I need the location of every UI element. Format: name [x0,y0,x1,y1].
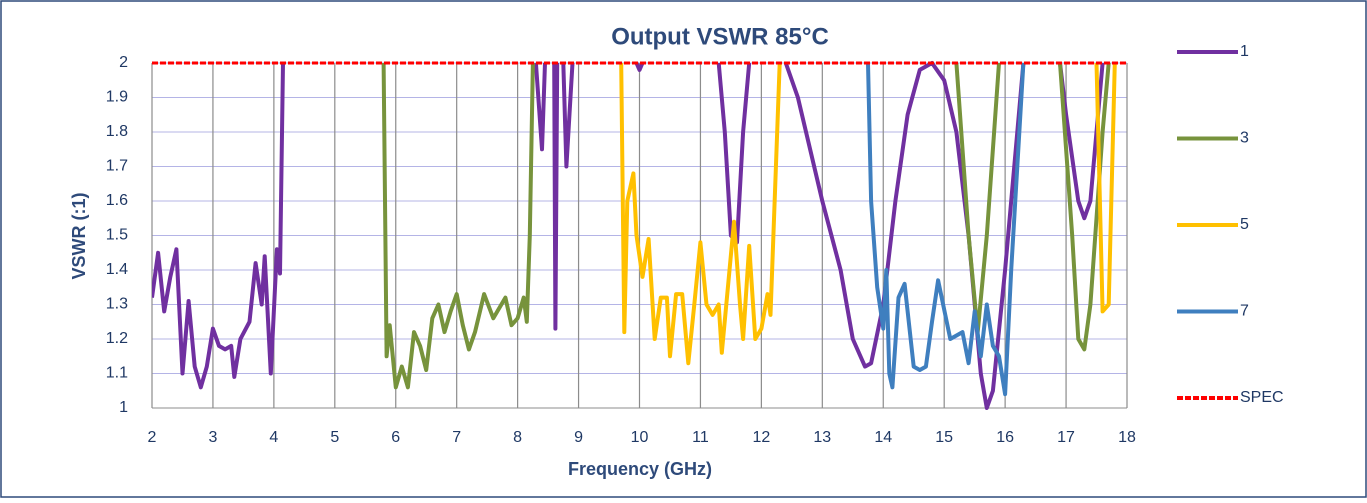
legend-label: 7 [1240,303,1249,320]
x-tick-label: 13 [813,429,831,446]
y-tick-label: 1.6 [106,192,128,209]
y-axis-label: VSWR (:1) [69,193,89,280]
legend-label: 5 [1240,216,1249,233]
x-tick-label: 15 [935,429,953,446]
x-tick-label: 5 [330,429,339,446]
series-line [866,62,1026,397]
x-tick-label: 11 [692,429,709,446]
y-tick-label: 1.2 [106,330,128,347]
x-tick-label: 2 [148,429,157,446]
x-tick-label: 7 [452,429,461,446]
x-tick-label: 4 [269,429,278,446]
y-tick-label: 1 [119,399,128,416]
x-tick-label: 8 [513,429,522,446]
x-tick-label: 9 [574,429,583,446]
series-line [619,62,1117,366]
x-tick-label: 17 [1057,429,1075,446]
x-tick-label: 18 [1118,429,1136,446]
y-tick-label: 1.5 [106,227,128,244]
x-tick-label: 6 [391,429,400,446]
y-tick-label: 1.7 [106,158,128,175]
chart-title: Output VSWR 85°C [611,23,829,50]
plot [152,61,1127,410]
y-tick-label: 1.1 [106,365,128,382]
x-axis-label: Frequency (GHz) [568,459,712,479]
y-tick-label: 1.8 [106,123,128,140]
legend-label: SPEC [1240,389,1284,406]
legend-label: 3 [1240,130,1249,147]
legend-label: 1 [1240,43,1249,60]
x-tick-label: 12 [752,429,770,446]
x-tick-label: 10 [631,429,649,446]
x-tick-label: 3 [208,429,217,446]
y-tick-label: 1.4 [106,261,128,278]
x-tick-label: 16 [996,429,1014,446]
x-tick-label: 14 [874,429,892,446]
y-tick-label: 1.3 [106,296,128,313]
y-tick-label: 1.9 [106,89,128,106]
y-tick-label: 2 [119,54,128,71]
